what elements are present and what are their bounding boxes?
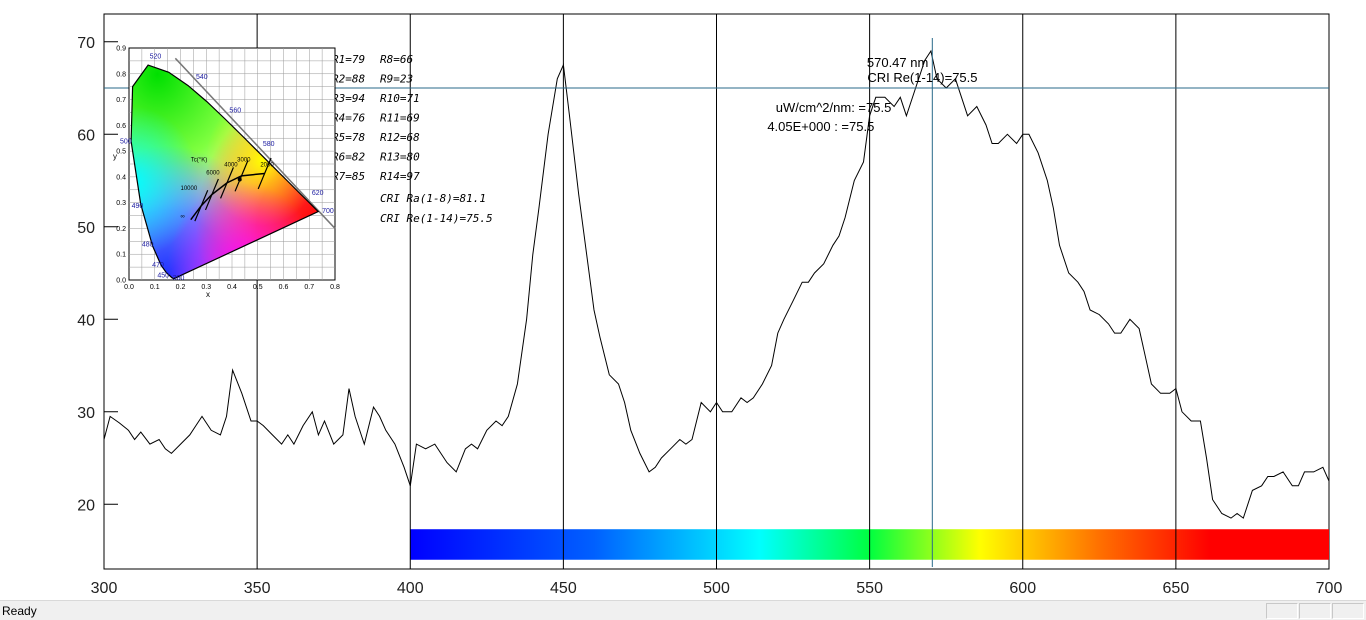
- cri-ri-value: R5=78: [332, 131, 365, 144]
- cie-x-tick-label: 0.7: [304, 284, 314, 291]
- cie-cct-label: 3000: [237, 157, 251, 163]
- cie-x-tick-label: 0.4: [227, 284, 237, 291]
- cursor-unit-value-label: uW/cm^2/nm: =75.5: [776, 100, 892, 115]
- cie-wavelength-label: 500: [120, 138, 132, 145]
- status-bar: Ready: [0, 600, 1366, 620]
- cie-isotemp-line: [257, 157, 272, 190]
- cie-x-tick-label: 0.6: [279, 284, 289, 291]
- x-tick-label: 400: [397, 580, 424, 597]
- cie-y-tick-label: 0.1: [116, 252, 126, 259]
- cie-cct-label: Tc(°K): [191, 157, 207, 163]
- cie-y-tick-label: 0.9: [116, 46, 126, 53]
- cie-diagram: 520 540 560 580 620 700 500 490 480 470 450 380 Tc(°…: [113, 46, 340, 300]
- x-tick-label: 650: [1163, 580, 1190, 597]
- cri-ri-value: R14=97: [380, 170, 420, 183]
- y-tick-label: 20: [77, 497, 95, 514]
- cie-wavelength-label: 450: [157, 272, 169, 279]
- cie-y-tick-label: 0.2: [116, 226, 126, 233]
- cie-x-tick-label: 0.3: [201, 284, 211, 291]
- x-tick-label: 350: [244, 580, 271, 597]
- cursor-sci-value-label: 4.05E+000 : =75.5: [767, 119, 874, 134]
- cie-wavelength-label: 580: [263, 141, 275, 148]
- cie-chromaticity-point: [237, 177, 242, 182]
- cri-ri-value: R11=69: [380, 112, 420, 125]
- status-pane-2: [1299, 603, 1331, 619]
- y-tick-label: 40: [77, 312, 95, 329]
- cie-spectral-locus: [130, 64, 320, 280]
- status-pane-3: [1332, 603, 1364, 619]
- cri-ri-value: R7=85: [332, 170, 365, 183]
- y-tick-label: 30: [77, 405, 95, 422]
- cie-wavelength-label: 520: [150, 53, 162, 60]
- cie-isotemp-line: [219, 167, 234, 199]
- x-tick-label: 300: [91, 580, 118, 597]
- cie-planckian-locus: [190, 172, 265, 221]
- x-tick-label: 700: [1316, 580, 1343, 597]
- x-tick-label: 450: [550, 580, 577, 597]
- cie-wavelength-label: 620: [312, 190, 324, 197]
- cie-y-axis-label: y: [113, 152, 117, 161]
- x-tick-label: 550: [856, 580, 883, 597]
- cri-ri-value: R10=71: [380, 92, 420, 105]
- cie-y-tick-label: 0.8: [116, 71, 126, 78]
- x-tick-label: 600: [1009, 580, 1036, 597]
- cri-ri-value: R12=68: [380, 131, 420, 144]
- cie-isotemp-line: [194, 189, 209, 222]
- cri-ra-label: CRI Ra(1-8)=81.1: [380, 192, 486, 205]
- cie-x-tick-label: 0.8: [330, 284, 340, 291]
- cie-x-tick-label: 0.2: [176, 284, 186, 291]
- cie-isotemp-line: [204, 178, 219, 211]
- cri-ri-value: R4=76: [332, 112, 365, 125]
- x-tick-label: 500: [703, 580, 730, 597]
- cie-cct-label: 6000: [206, 170, 220, 176]
- cri-ri-value: R3=94: [332, 92, 365, 105]
- cie-y-tick-label: 0.0: [116, 278, 126, 285]
- cie-y-tick-label: 0.3: [116, 200, 126, 207]
- cri-ri-value: R8=66: [380, 53, 413, 66]
- y-tick-label: 50: [77, 220, 95, 237]
- cri-ri-value: R9=23: [380, 73, 413, 86]
- cie-wavelength-label: 540: [196, 74, 208, 81]
- spectrum-line: [103, 49, 1330, 519]
- cie-x-tick-label: 0.0: [124, 284, 134, 291]
- chart-area: 300 350 400 450 500 550 600 650 700 20 30 40 50 60 70 5…: [0, 0, 1366, 600]
- cri-re-label: CRI Re(1-14)=75.5: [380, 212, 493, 225]
- cie-boundary-line: [174, 57, 336, 229]
- spectrum-chart: 300 350 400 450 500 550 600 650 700 20 30 40 50 60 70 5…: [77, 13, 1343, 597]
- cri-ri-value: R6=82: [332, 151, 365, 164]
- y-tick-label: 60: [77, 127, 95, 144]
- cie-y-tick-label: 0.6: [116, 123, 126, 130]
- cie-y-tick-label: 0.7: [116, 97, 126, 104]
- y-tick-label: 70: [77, 35, 95, 52]
- cie-y-tick-label: 0.5: [116, 149, 126, 156]
- cie-cct-label: 10000: [181, 186, 198, 192]
- cie-x-tick-label: 0.5: [253, 284, 263, 291]
- cie-y-tick-label: 0.4: [116, 174, 126, 181]
- cri-ri-value: R13=80: [380, 151, 420, 164]
- cursor-cri-label: CRI Re(1-14)=75.5: [867, 70, 977, 85]
- cie-x-tick-label: 0.1: [150, 284, 160, 291]
- cri-ri-value: R1=79: [332, 53, 365, 66]
- cie-cct-label: 4000: [224, 163, 238, 169]
- cie-isotemp-line: [234, 160, 249, 192]
- cie-wavelength-label: 560: [229, 107, 241, 114]
- cie-cct-label: ∞: [181, 214, 185, 220]
- cie-cct-label: 2000: [260, 163, 274, 169]
- cie-wavelength-label: 470: [152, 262, 164, 269]
- cie-x-axis-label: x: [206, 290, 210, 299]
- status-text: Ready: [2, 604, 37, 618]
- cursor-wavelength-label: 570.47 nm: [867, 55, 928, 70]
- cie-wavelength-label: 490: [132, 203, 144, 210]
- cie-wavelength-label: 700: [322, 208, 334, 215]
- cri-ri-value: R2=88: [332, 73, 365, 86]
- status-pane-1: [1266, 603, 1298, 619]
- cie-wavelength-label: 480: [142, 241, 154, 248]
- cie-wavelength-label: 380: [173, 275, 185, 282]
